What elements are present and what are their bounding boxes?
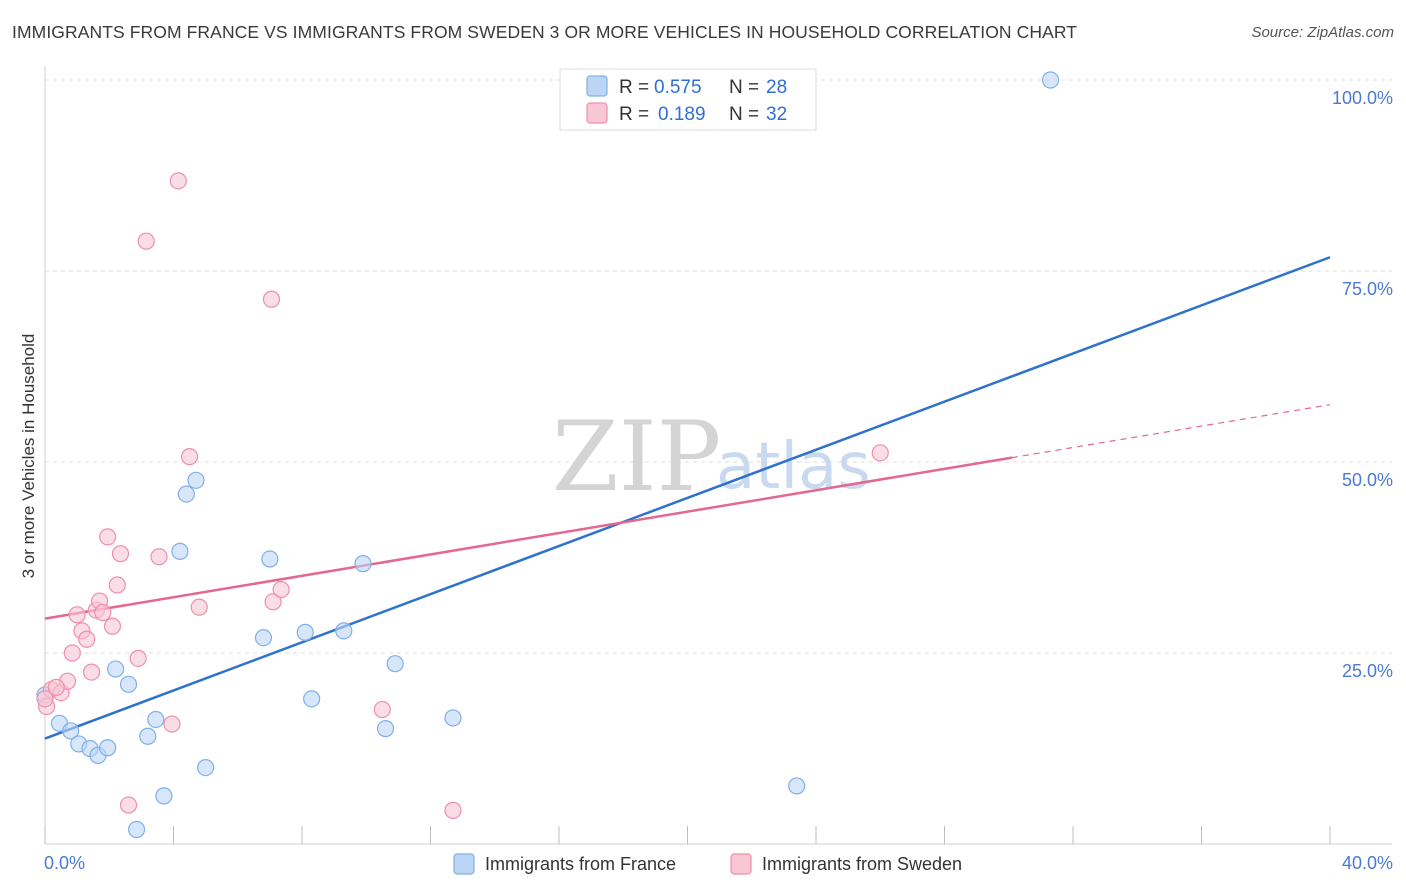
point-sweden-21 [169, 172, 187, 190]
point-france-9 [127, 820, 146, 839]
point-france-25 [444, 709, 462, 727]
x-tick-label-40: 40.0% [1342, 853, 1393, 873]
point-sweden-25 [264, 593, 282, 611]
legend-r-value-france: 0.575 [654, 77, 702, 98]
bottom-legend-label-sweden: Immigrants from Sweden [762, 854, 962, 874]
point-france-16 [197, 758, 215, 777]
point-france-24 [386, 655, 404, 673]
bottom-legend-swatch-france [453, 853, 475, 875]
point-sweden-24 [262, 290, 281, 308]
y-tick-label-25: 25.0% [1342, 661, 1393, 681]
point-sweden-23 [190, 598, 208, 616]
point-sweden-11 [94, 603, 112, 622]
point-sweden-19 [150, 548, 168, 566]
point-france-17 [254, 629, 273, 647]
point-france-21 [335, 622, 353, 640]
y-axis-label: 3 or more Vehicles in Household [19, 334, 38, 579]
point-france-14 [177, 485, 195, 503]
point-sweden-15 [111, 545, 130, 563]
trend-line-extension-1 [1011, 404, 1331, 459]
trend-line-0 [44, 256, 1331, 740]
x-tick-label-0: 0.0% [44, 853, 85, 873]
point-sweden-31 [47, 678, 65, 696]
point-france-12 [155, 787, 173, 805]
legend-n-label-sweden: N = [729, 104, 759, 125]
legend-n-value-france: 28 [766, 77, 787, 98]
legend-n-value-sweden: 32 [766, 104, 787, 125]
point-sweden-14 [108, 576, 126, 594]
gridlines [45, 79, 1392, 654]
point-france-15 [187, 471, 205, 489]
legend-box: R = 0.575 N = 28 R = 0.189 N = 32 [559, 68, 817, 131]
point-sweden-27 [373, 700, 391, 719]
point-france-22 [354, 555, 372, 573]
legend-swatch-france [586, 75, 608, 97]
point-sweden-5 [68, 606, 86, 624]
source-label: Source: ZipAtlas.com [1251, 24, 1394, 41]
chart-title: IMMIGRANTS FROM FRANCE VS IMMIGRANTS FRO… [12, 22, 1078, 42]
legend-r-label-france: R = [619, 77, 649, 98]
y-tick-label-100: 100.0% [1332, 88, 1393, 108]
legend-swatch-sweden [586, 102, 608, 124]
point-france-13 [171, 542, 189, 560]
data-points [36, 71, 1060, 839]
point-sweden-4 [63, 644, 81, 662]
point-france-20 [303, 690, 321, 708]
point-sweden-7 [78, 630, 96, 648]
point-sweden-22 [180, 448, 199, 466]
trend-line-1 [44, 456, 1013, 620]
y-tick-label-75: 75.0% [1342, 279, 1393, 299]
point-sweden-12 [99, 528, 117, 546]
point-france-8 [119, 675, 138, 693]
point-sweden-20 [163, 715, 181, 733]
point-sweden-29 [871, 444, 889, 462]
legend-r-label-sweden: R = [619, 104, 649, 125]
point-france-6 [99, 739, 117, 757]
point-sweden-13 [103, 617, 122, 635]
point-france-18 [261, 550, 279, 568]
point-sweden-28 [444, 801, 462, 819]
bottom-legend: Immigrants from France Immigrants from S… [453, 853, 962, 875]
point-france-23 [376, 720, 395, 738]
point-sweden-26 [272, 580, 290, 599]
trend-lines [44, 256, 1331, 740]
point-france-7 [107, 660, 125, 678]
point-sweden-17 [129, 649, 147, 667]
point-france-11 [147, 710, 165, 729]
point-sweden-18 [137, 232, 155, 250]
point-sweden-16 [119, 796, 138, 814]
point-france-26 [788, 777, 806, 795]
bottom-legend-swatch-sweden [730, 853, 752, 875]
tick-labels: 25.0% 50.0% 75.0% 100.0% 0.0% 40.0% [44, 88, 1393, 873]
point-france-19 [296, 623, 314, 641]
legend-r-value-sweden: 0.189 [658, 104, 706, 125]
point-france-10 [139, 727, 157, 745]
point-france-2 [62, 722, 80, 740]
point-france-27 [1041, 71, 1060, 89]
point-sweden-8 [82, 663, 101, 681]
y-tick-label-50: 50.0% [1342, 470, 1393, 490]
watermark-atlas: atlas [716, 430, 871, 504]
watermark-zip: ZIP [552, 401, 721, 513]
bottom-legend-label-france: Immigrants from France [485, 854, 676, 874]
legend-n-label-france: N = [729, 77, 759, 98]
point-sweden-30 [36, 690, 54, 708]
